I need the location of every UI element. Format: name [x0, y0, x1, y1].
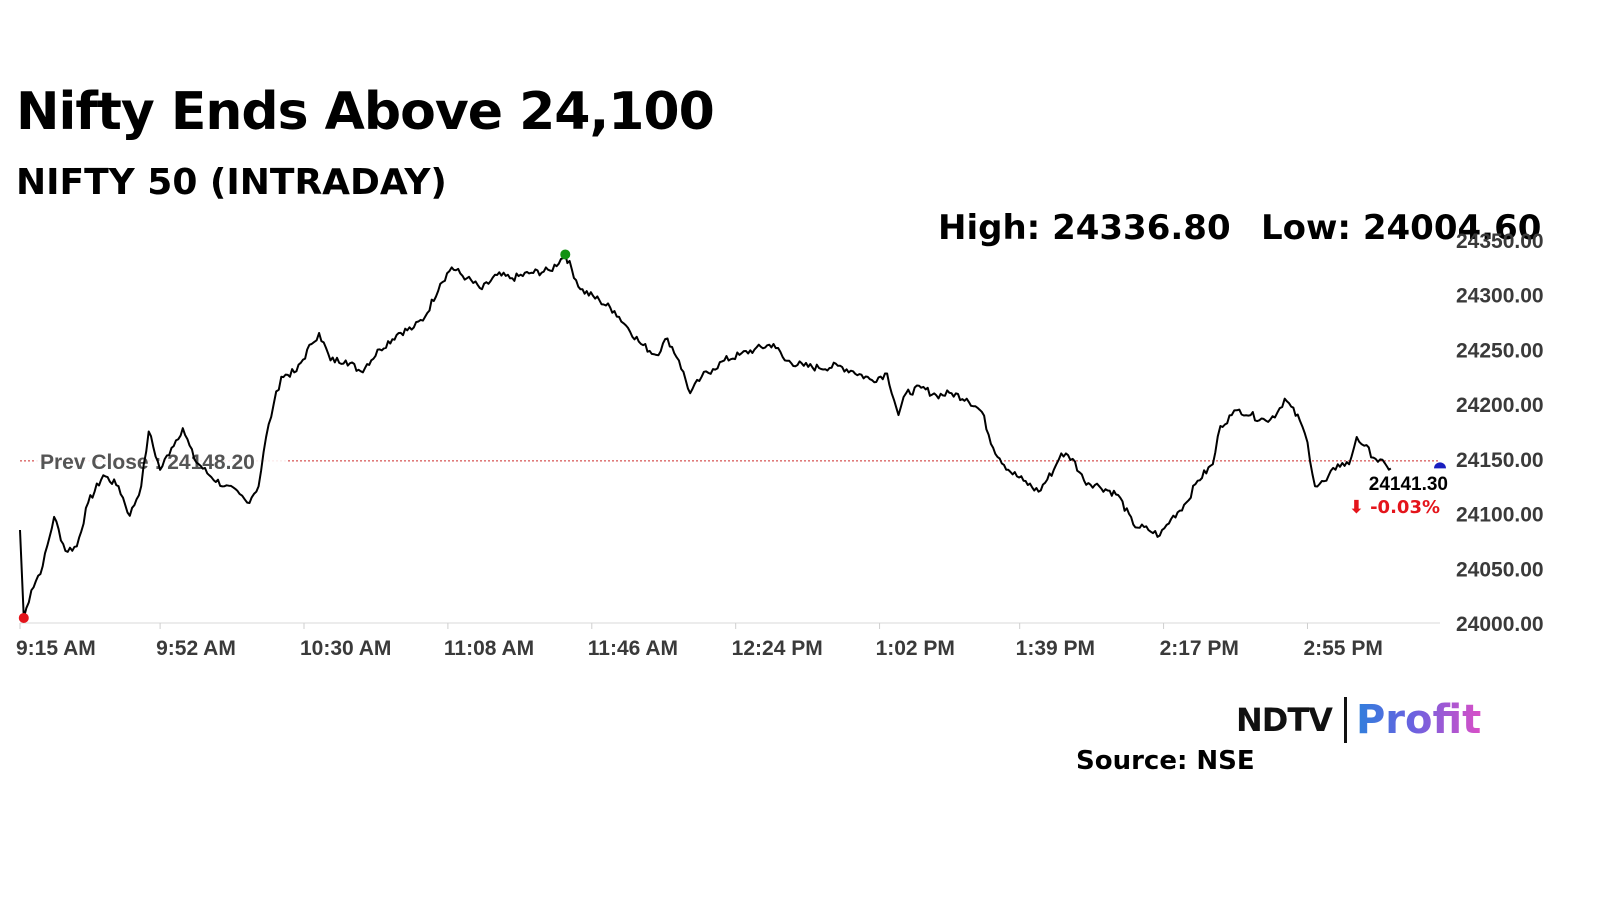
price-line [19, 253, 1392, 619]
day-high-stat: High: 24336.80 [938, 208, 1231, 248]
x-tick-label: 1:39 PM [1016, 637, 1095, 660]
y-tick-label: 24200.00 [1456, 394, 1544, 417]
markers [18, 249, 1446, 623]
y-tick-label: 24350.00 [1456, 230, 1544, 253]
y-tick-label: 24250.00 [1456, 339, 1544, 362]
day-low-marker [18, 612, 29, 623]
logo-divider [1343, 697, 1347, 743]
source-note: Source: NSE [1076, 746, 1255, 776]
ndtv-wordmark: NDTV [1236, 701, 1333, 739]
y-tick-label: 24150.00 [1456, 449, 1544, 472]
last-price-label: 24141.30 [1369, 474, 1448, 495]
profit-wordmark: Profit [1355, 697, 1482, 743]
x-tick-label: 12:24 PM [732, 637, 823, 660]
x-tick-label: 2:55 PM [1303, 637, 1382, 660]
chart-title: Nifty Ends Above 24,100 [16, 82, 715, 142]
change-percent-label: ⬇ -0.03% [1349, 497, 1440, 518]
chart-subtitle: NIFTY 50 (INTRADAY) [16, 162, 447, 203]
prev-close-reference: Prev Close : 24148.20 [20, 447, 1440, 474]
prev-close-label: Prev Close : 24148.20 [40, 451, 255, 474]
y-tick-label: 24300.00 [1456, 285, 1544, 308]
x-tick-label: 1:02 PM [876, 637, 955, 660]
y-tick-label: 24000.00 [1456, 613, 1544, 636]
x-tick-label: 11:08 AM [444, 637, 534, 660]
ndtv-profit-logo: NDTV Profit [1236, 692, 1481, 748]
x-tick-label: 9:15 AM [16, 637, 96, 660]
axes: 9:15 AM 9:52 AM 10:30 AM 11:08 AM 11:46 AM 12… [16, 230, 1544, 660]
x-tick-label: 9:52 AM [156, 637, 236, 660]
x-tick-label: 10:30 AM [300, 637, 391, 660]
day-high-marker [560, 249, 571, 260]
x-tick-label: 2:17 PM [1160, 637, 1239, 660]
day-low-stat: Low: 24004.60 [1261, 208, 1542, 248]
y-tick-label: 24050.00 [1456, 558, 1544, 581]
chart-labels: 24141.30⬇ -0.03% [1349, 474, 1448, 518]
price-series [19, 253, 1392, 619]
x-tick-label: 11:46 AM [588, 637, 678, 660]
last-price-marker [1434, 462, 1446, 469]
y-tick-label: 24100.00 [1456, 504, 1544, 527]
